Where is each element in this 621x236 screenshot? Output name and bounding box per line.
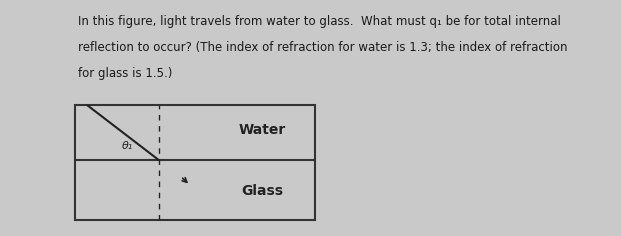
- Text: for glass is 1.5.): for glass is 1.5.): [78, 67, 173, 80]
- Text: reflection to occur? (The index of refraction for water is 1.3; the index of ref: reflection to occur? (The index of refra…: [78, 41, 568, 54]
- Text: Glass: Glass: [241, 184, 283, 198]
- Text: In this figure, light travels from water to glass.  What must q₁ be for total in: In this figure, light travels from water…: [78, 15, 561, 28]
- Text: θ₁: θ₁: [122, 141, 134, 151]
- Text: Water: Water: [238, 123, 286, 137]
